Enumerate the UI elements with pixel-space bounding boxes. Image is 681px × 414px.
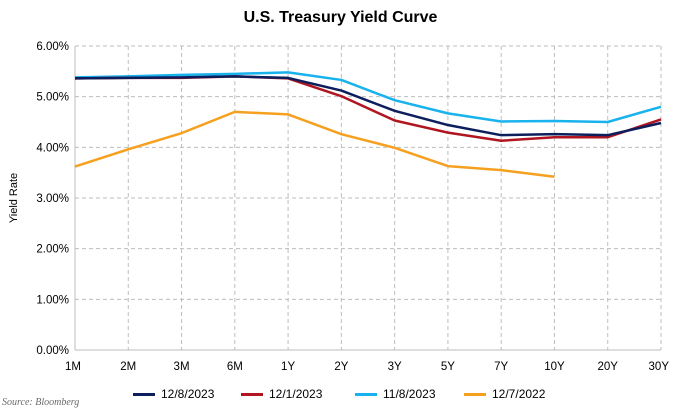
chart-legend: 12/8/2023 12/1/2023 11/8/2023 12/7/2022 [0,386,681,402]
legend-label: 12/7/2022 [492,387,546,401]
chart-title: U.S. Treasury Yield Curve [243,9,438,26]
legend-swatch [133,392,155,396]
legend-item: 12/1/2023 [241,386,322,402]
legend-label: 12/8/2023 [161,387,215,401]
y-axis-label: Yield Rate [8,173,20,223]
x-tick-label: 10Y [544,361,565,373]
axis-layer: 0.00% 1.00% 2.00% 3.00% 4.00% 5.00% 6.00% 1M 2M 3… [36,41,669,373]
legend-swatch [241,392,263,396]
y-tick-label: 1.00% [36,294,69,306]
legend-item: 12/8/2023 [133,386,214,402]
source-note: Source: Bloomberg [2,397,80,408]
x-tick-label: 2Y [334,361,348,373]
x-tick-label: 3M [174,361,190,373]
grid-layer [74,45,662,351]
x-tick-label: 30Y [649,361,670,373]
series-line-2 [74,71,662,124]
x-tick-label: 6M [227,361,243,373]
y-tick-label: 4.00% [36,142,69,154]
series-line-0 [74,75,662,137]
legend-item: 11/8/2023 [355,386,436,402]
legend-label: 12/1/2023 [269,387,323,401]
y-tick-label: 5.00% [36,92,69,104]
y-tick-label: 6.00% [36,41,69,53]
y-tick-label: 2.00% [36,244,69,256]
series-line-3 [74,110,555,178]
legend-swatch [355,392,377,396]
series-line-1 [74,75,662,142]
x-tick-label: 2M [120,361,136,373]
legend-swatch [464,392,486,396]
y-tick-label: 3.00% [36,193,69,205]
x-tick-label: 1Y [281,361,295,373]
series-layer [74,71,662,178]
x-tick-label: 7Y [494,361,508,373]
x-tick-label: 1M [65,361,81,373]
x-tick-label: 20Y [597,361,618,373]
y-tick-label: 0.00% [36,345,69,357]
x-tick-label: 3Y [388,361,402,373]
legend-label: 11/8/2023 [383,387,436,401]
legend-item: 12/7/2022 [464,386,545,402]
x-tick-label: 5Y [441,361,455,373]
